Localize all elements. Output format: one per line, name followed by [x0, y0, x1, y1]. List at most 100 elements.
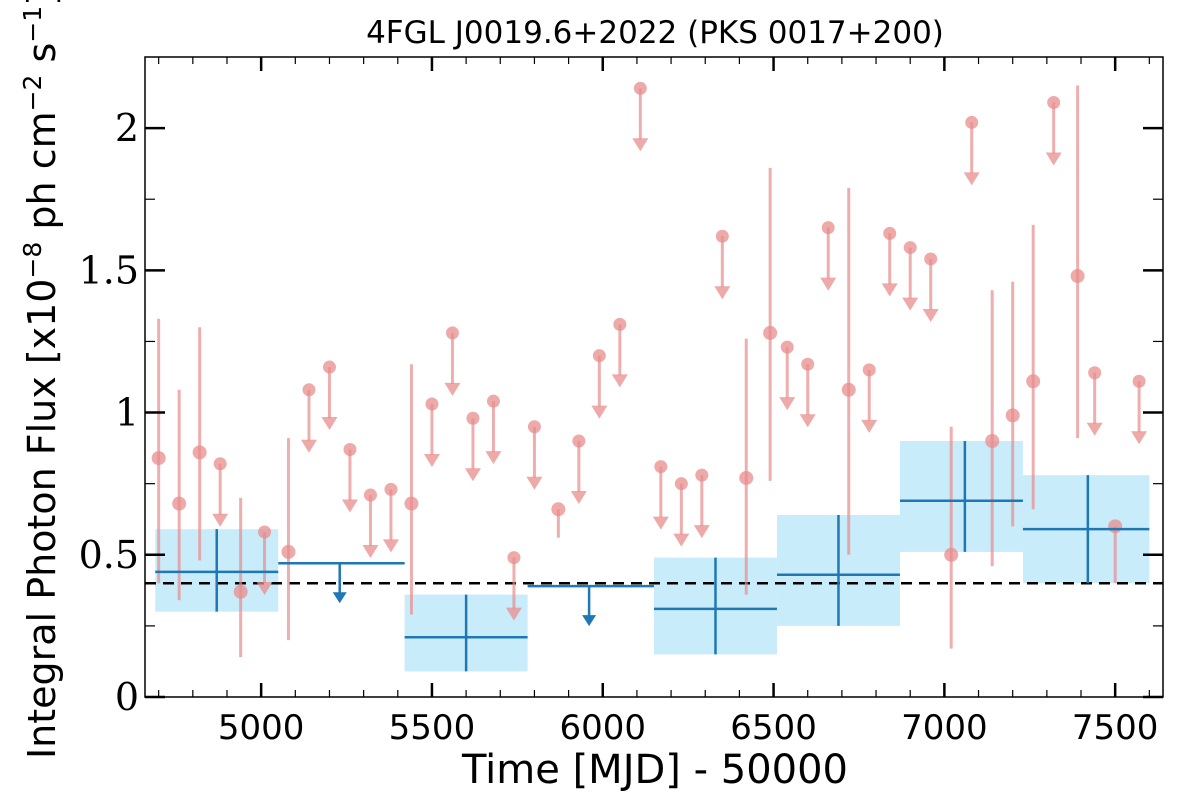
- fine-upper-limit-point: [425, 397, 439, 411]
- fine-upper-limit-point: [343, 443, 357, 457]
- y-axis-label: Integral Photon Flux [x10−8 ph cm−2 s−1]: [18, 0, 65, 759]
- fine-upper-limit-point: [883, 226, 897, 240]
- fine-upper-limit-arrow: [485, 451, 502, 465]
- fine-upper-limit-arrow: [902, 297, 919, 311]
- fine-upper-limit-point: [862, 363, 876, 377]
- fine-upper-limit-point: [527, 420, 541, 434]
- fine-upper-limit-point: [1047, 96, 1061, 110]
- fine-data-point: [763, 325, 778, 340]
- fine-upper-limit-arrow: [505, 607, 522, 621]
- fine-upper-limit-point: [801, 357, 815, 371]
- fine-upper-limit-arrow: [1045, 152, 1062, 166]
- fine-upper-limit-point: [302, 383, 316, 397]
- fine-upper-limit-point: [258, 525, 272, 539]
- fine-upper-limit-arrow: [464, 468, 481, 482]
- x-tick-label: 5000: [218, 708, 305, 748]
- fine-upper-limit-point: [592, 349, 606, 363]
- fine-upper-limit-arrow: [881, 283, 898, 297]
- fine-upper-limit-arrow: [799, 414, 816, 428]
- fine-upper-limit-arrow: [673, 533, 690, 547]
- fine-upper-limit-arrow: [820, 277, 837, 291]
- fine-upper-limit-point: [821, 221, 835, 235]
- fine-upper-limit-arrow: [256, 582, 273, 596]
- x-tick-label: 6500: [730, 708, 817, 748]
- fine-upper-limit-point: [780, 340, 794, 354]
- coarse-band: [899, 441, 1023, 552]
- fine-upper-limit-arrow: [300, 439, 317, 453]
- fine-upper-limit-point: [613, 317, 627, 331]
- coarse-series: [155, 441, 1150, 672]
- fine-upper-limit-arrow: [714, 286, 731, 300]
- y-tick-label: 0.5: [79, 533, 139, 577]
- y-label-part: ]: [20, 0, 64, 6]
- fine-data-point: [739, 470, 754, 485]
- fine-data-point: [404, 496, 419, 511]
- fine-upper-limit-point: [674, 477, 688, 491]
- fine-upper-limit-arrow: [341, 499, 358, 513]
- fine-upper-limit-point: [924, 252, 938, 266]
- fine-upper-limit-point: [466, 411, 480, 425]
- fine-upper-limit-point: [486, 394, 500, 408]
- fine-upper-limit-point: [213, 457, 227, 471]
- fine-upper-limit-point: [965, 115, 979, 129]
- y-label-exponent: −1: [18, 6, 47, 43]
- x-axis-label: Time [MJD] - 50000: [461, 747, 848, 793]
- fine-upper-limit-arrow: [212, 513, 229, 527]
- fine-upper-limit-point: [445, 326, 459, 340]
- coarse-bands: [155, 441, 1150, 672]
- fine-series: [151, 81, 1148, 658]
- fine-upper-limit-arrow: [526, 476, 543, 490]
- fine-data-point: [281, 544, 296, 559]
- fine-data-point: [551, 502, 566, 517]
- x-tick-label: 6000: [559, 708, 646, 748]
- fine-upper-limit-arrow: [693, 525, 710, 539]
- fine-upper-limit-arrow: [922, 308, 939, 322]
- fine-data-point: [1005, 408, 1020, 423]
- fine-upper-limit-point: [695, 468, 709, 482]
- fine-upper-limit-arrow: [1131, 431, 1148, 445]
- fine-upper-limit-arrow: [591, 405, 608, 419]
- y-label-part: ph cm: [20, 111, 64, 241]
- fine-upper-limit-point: [507, 551, 521, 565]
- fine-upper-limit-arrow: [632, 138, 649, 152]
- fine-data-point: [151, 451, 166, 466]
- coarse-upper-limit-arrow: [332, 592, 347, 604]
- fine-data-point: [944, 547, 959, 562]
- y-tick-label: 2: [115, 106, 139, 150]
- x-tick-label: 7500: [1072, 708, 1159, 748]
- fine-upper-limit-point: [384, 482, 398, 496]
- fine-data-point: [841, 382, 856, 397]
- y-tick-label: 1.5: [79, 248, 139, 292]
- plot-frame: [144, 56, 1164, 698]
- fine-upper-limit-point: [572, 434, 586, 448]
- fine-data-point: [1108, 519, 1123, 534]
- fine-upper-limit-point: [363, 488, 377, 502]
- x-tick-label: 7000: [901, 708, 988, 748]
- fine-data-point: [1026, 374, 1041, 389]
- fine-upper-limit-arrow: [1086, 422, 1103, 436]
- fine-data-point: [233, 584, 248, 599]
- y-label-exponent: −8: [18, 242, 47, 279]
- fine-upper-limit-arrow: [652, 516, 669, 530]
- y-label-exponent: −2: [18, 75, 47, 112]
- fine-data-point: [1070, 269, 1085, 284]
- fine-upper-limit-point: [903, 241, 917, 255]
- fine-upper-limit-point: [1132, 374, 1146, 388]
- fine-upper-limit-arrow: [321, 417, 338, 431]
- coarse-upper-limit-arrow: [582, 615, 597, 627]
- fine-upper-limit-arrow: [611, 374, 628, 388]
- fine-upper-limit-arrow: [444, 382, 461, 396]
- chart-title: 4FGL J0019.6+2022 (PKS 0017+200): [366, 15, 944, 51]
- fine-upper-limit-point: [1088, 366, 1102, 380]
- fine-upper-limit-arrow: [861, 419, 878, 433]
- fine-upper-limit-point: [654, 460, 668, 474]
- fine-upper-limit-arrow: [362, 545, 379, 559]
- fine-upper-limit-arrow: [423, 454, 440, 468]
- x-tick-label: 5500: [389, 708, 476, 748]
- x-tick-labels: 5000 5500 6000 6500 7000 7500: [218, 708, 1159, 748]
- fine-upper-limit-arrow: [963, 172, 980, 186]
- axes-frame: [144, 56, 1164, 699]
- fine-data-point: [172, 496, 187, 511]
- y-tick-label: 0: [115, 675, 139, 719]
